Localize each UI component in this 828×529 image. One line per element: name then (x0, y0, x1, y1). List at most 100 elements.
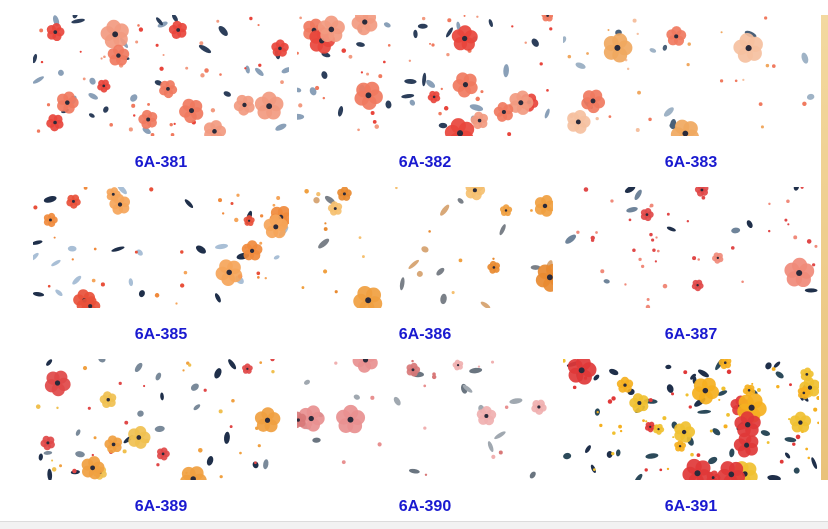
petal (267, 412, 281, 426)
pattern-thumbnail[interactable] (33, 187, 289, 308)
product-code[interactable]: 6A-385 (134, 326, 188, 343)
product-code[interactable]: 6A-387 (664, 326, 718, 343)
flower (180, 466, 207, 480)
dot (800, 187, 804, 189)
dot (36, 129, 41, 133)
dot (138, 27, 144, 32)
leaf (142, 127, 151, 135)
petal (344, 189, 352, 197)
dot (776, 384, 780, 389)
product-code[interactable]: 6A-383 (664, 154, 718, 171)
dot (218, 198, 223, 203)
dot (218, 409, 223, 414)
flower-center (702, 387, 709, 394)
leaf (666, 384, 674, 393)
product-card[interactable]: 6A-382 (297, 15, 553, 173)
flower-center (111, 192, 115, 196)
pattern-thumbnail[interactable] (563, 359, 819, 480)
product-card[interactable]: 6A-385 (33, 187, 289, 345)
pattern-thumbnail[interactable] (297, 15, 553, 136)
petal (644, 208, 652, 215)
pattern-thumbnail[interactable] (297, 187, 553, 308)
flower-center (112, 31, 119, 38)
flower (534, 195, 553, 217)
leaf (487, 441, 494, 453)
leaf (57, 69, 64, 76)
leaf (215, 243, 228, 250)
pattern-thumbnail[interactable] (297, 359, 553, 480)
dot (33, 205, 38, 210)
dot (374, 124, 379, 129)
product-card[interactable]: 6A-391 (563, 359, 819, 517)
dot (768, 229, 771, 233)
dot (576, 230, 580, 234)
leaf (72, 15, 78, 19)
flower (653, 423, 665, 435)
dot (221, 212, 225, 215)
leaf (33, 53, 38, 64)
dot (546, 89, 549, 92)
product-card[interactable]: 6A-383 (563, 15, 819, 173)
flower-center (53, 30, 58, 34)
pattern-thumbnail[interactable] (563, 15, 819, 136)
dot (47, 284, 51, 288)
dot (132, 114, 136, 117)
pattern-thumbnail[interactable] (33, 359, 289, 480)
product-code[interactable]: 6A-390 (398, 498, 452, 515)
petal (254, 96, 270, 112)
product-code[interactable]: 6A-381 (134, 154, 188, 171)
dot (638, 257, 642, 262)
dot (366, 72, 369, 76)
dot (572, 385, 577, 390)
dot (56, 406, 59, 410)
leaf (43, 196, 57, 203)
flower (263, 214, 288, 239)
leaf (275, 123, 287, 131)
dot (477, 365, 481, 368)
flower (629, 393, 649, 413)
dot (662, 416, 667, 421)
dot (173, 122, 176, 126)
product-card[interactable]: 6A-389 (33, 359, 289, 517)
leaf (509, 398, 523, 404)
product-card[interactable]: 6A-387 (563, 187, 819, 345)
product-code[interactable]: 6A-386 (398, 326, 452, 343)
product-code[interactable]: 6A-389 (134, 498, 188, 515)
dot (648, 117, 652, 122)
product-code[interactable]: 6A-382 (398, 154, 452, 171)
pattern-thumbnail[interactable] (563, 187, 819, 308)
product-code[interactable]: 6A-391 (664, 498, 718, 515)
flower-center (342, 192, 346, 196)
dot (257, 23, 260, 27)
dot (341, 48, 347, 53)
leaf (773, 361, 781, 368)
dot (741, 280, 744, 284)
flower-center (700, 188, 704, 192)
product-card[interactable]: 6A-386 (297, 187, 553, 345)
flower (179, 98, 204, 124)
flower-center (798, 420, 803, 425)
product-card[interactable]: 6A-390 (297, 359, 553, 517)
product-card[interactable]: 6A-381 (33, 15, 289, 173)
leaf (404, 79, 417, 84)
dot (260, 214, 264, 218)
dot (646, 297, 650, 301)
flower (106, 187, 121, 202)
leaf (440, 293, 447, 305)
dot (632, 18, 637, 23)
petal (343, 404, 359, 420)
pattern-thumbnail[interactable] (33, 15, 289, 136)
flower (691, 377, 720, 405)
dot (323, 227, 328, 231)
leaf (385, 100, 392, 109)
petal (658, 426, 665, 433)
flower-center (472, 188, 477, 193)
leaf (312, 437, 321, 443)
dot (122, 449, 127, 454)
petal (647, 426, 654, 433)
dot (198, 448, 203, 453)
leaf (626, 207, 638, 213)
flower-center (111, 442, 116, 447)
dot (662, 283, 668, 289)
flower (352, 359, 378, 373)
